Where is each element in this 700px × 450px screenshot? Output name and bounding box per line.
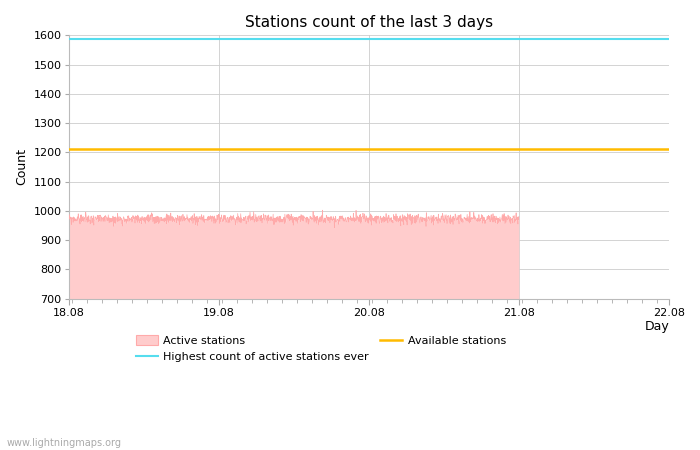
Text: Day: Day [644,320,669,333]
Text: www.lightningmaps.org: www.lightningmaps.org [7,437,122,447]
Y-axis label: Count: Count [15,148,28,185]
Legend: Active stations, Highest count of active stations ever, Available stations: Active stations, Highest count of active… [131,331,510,367]
Title: Stations count of the last 3 days: Stations count of the last 3 days [245,15,493,30]
